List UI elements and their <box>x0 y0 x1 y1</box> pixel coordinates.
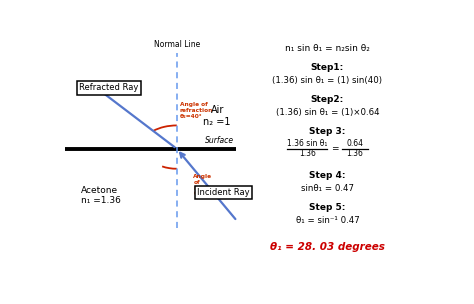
Text: 0.64: 0.64 <box>346 139 364 148</box>
Text: =: = <box>331 144 338 153</box>
Text: (1.36) sin θ₁ = (1)×0.64: (1.36) sin θ₁ = (1)×0.64 <box>275 108 379 117</box>
Text: 1.36 sin θ₁: 1.36 sin θ₁ <box>287 139 328 148</box>
Text: Step 3:: Step 3: <box>309 126 346 136</box>
Text: 1.36: 1.36 <box>299 149 316 158</box>
Text: Surface: Surface <box>205 136 234 145</box>
Text: 1.36: 1.36 <box>346 149 364 158</box>
Text: Air
n₂ =1: Air n₂ =1 <box>203 105 231 127</box>
Text: Angle
of
incidence
θ₁: Angle of incidence θ₁ <box>193 174 225 196</box>
Text: Step 5:: Step 5: <box>309 203 346 212</box>
Text: Incident Ray: Incident Ray <box>197 188 250 197</box>
Text: Acetone
n₁ =1.36: Acetone n₁ =1.36 <box>82 186 121 206</box>
Text: θ₁ = sin⁻¹ 0.47: θ₁ = sin⁻¹ 0.47 <box>296 216 359 225</box>
Text: Angle of
refraction
θ₂=40°: Angle of refraction θ₂=40° <box>180 102 213 119</box>
Text: Step1:: Step1: <box>311 64 344 72</box>
Text: (1.36) sin θ₁ = (1) sin(40): (1.36) sin θ₁ = (1) sin(40) <box>273 76 383 85</box>
Text: θ₁ = 28. 03 degrees: θ₁ = 28. 03 degrees <box>270 243 385 252</box>
Text: sinθ₁ = 0.47: sinθ₁ = 0.47 <box>301 184 354 193</box>
Text: n₁ sin θ₁ = n₂sin θ₂: n₁ sin θ₁ = n₂sin θ₂ <box>285 43 370 53</box>
Text: Refracted Ray: Refracted Ray <box>80 84 139 92</box>
Text: Normal Line: Normal Line <box>154 40 200 49</box>
Text: Step2:: Step2: <box>311 95 344 104</box>
Text: Step 4:: Step 4: <box>309 171 346 180</box>
